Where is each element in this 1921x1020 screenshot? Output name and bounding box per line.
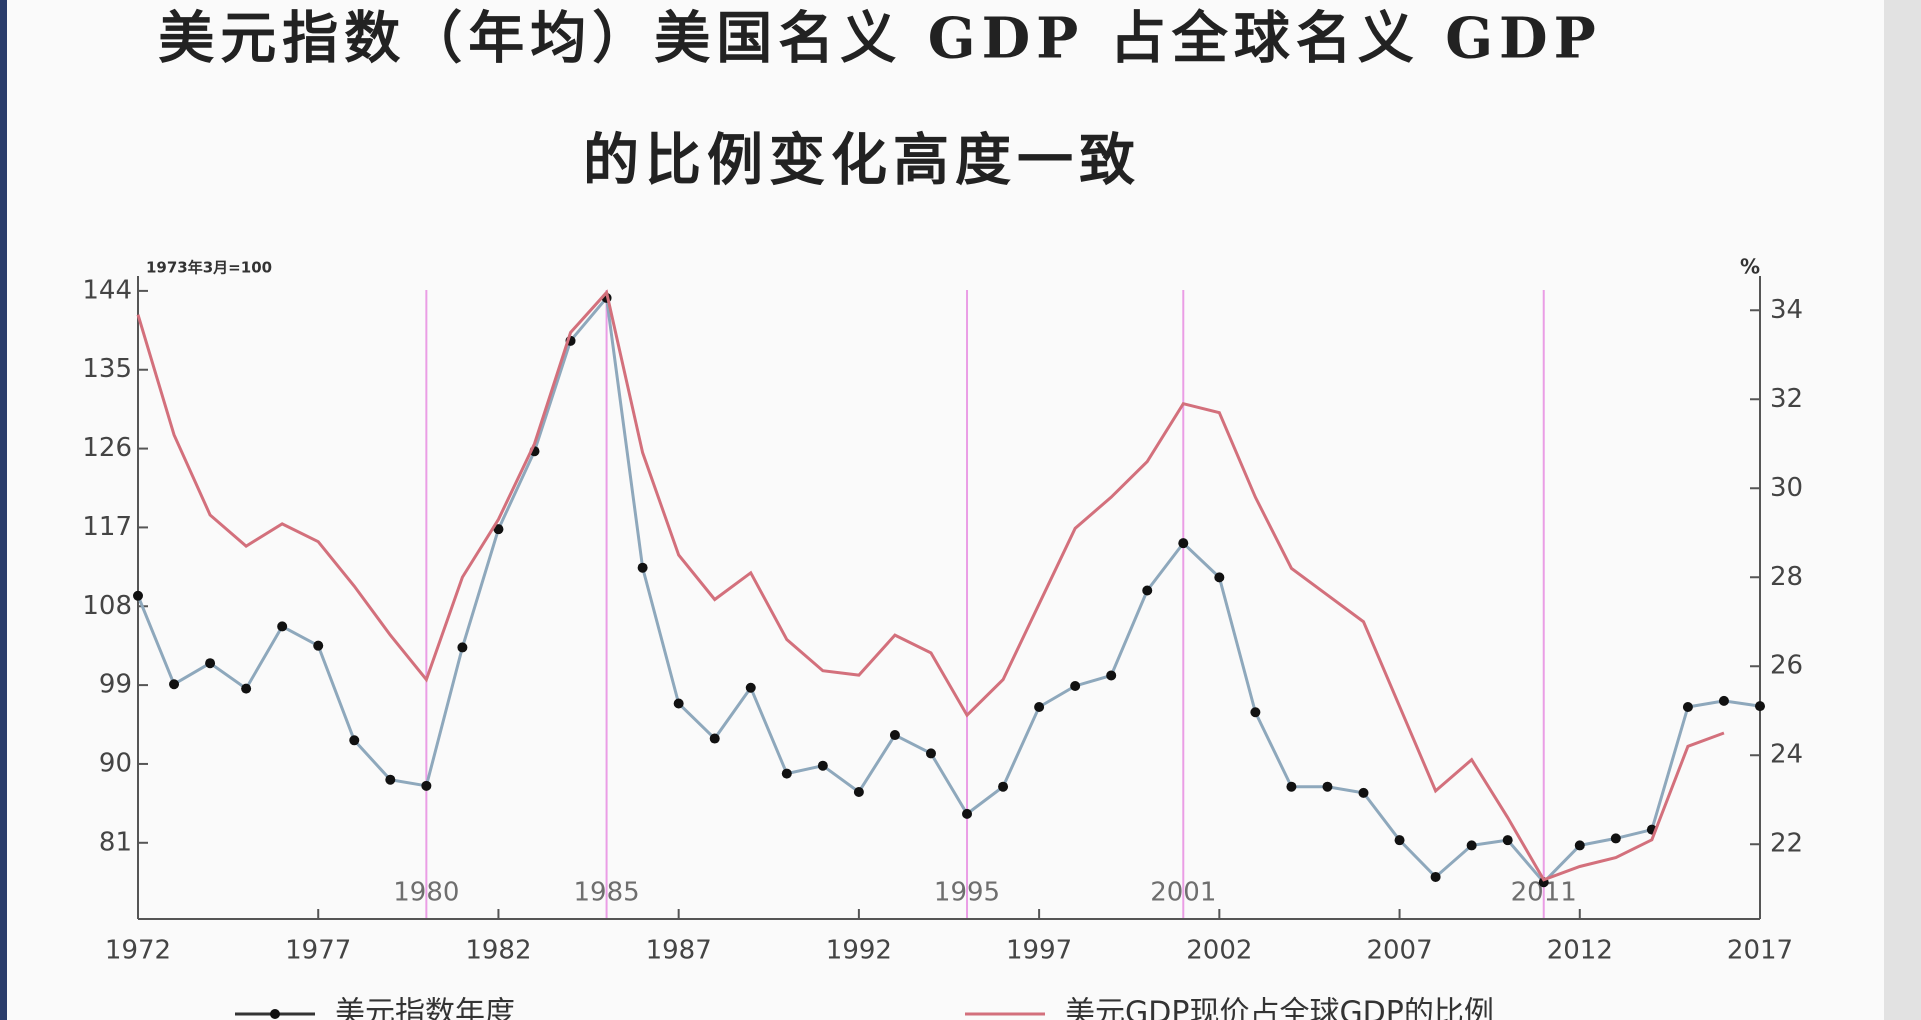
- point: [1286, 781, 1297, 792]
- point: [313, 640, 324, 651]
- point: [1106, 670, 1117, 681]
- legend-marker: [270, 1009, 280, 1019]
- y-tick-label: 99: [99, 670, 132, 700]
- point: [241, 683, 252, 694]
- slide-border: [1884, 0, 1921, 1020]
- point: [817, 760, 828, 771]
- y-tick-label: 81: [99, 827, 132, 857]
- point: [1430, 871, 1441, 882]
- y-tick-label: 90: [99, 748, 132, 778]
- point: [998, 781, 1009, 792]
- point: [1502, 835, 1513, 846]
- event-label: 1995: [934, 878, 1000, 908]
- y-tick-label: 144: [82, 275, 132, 305]
- slide-edge: [0, 0, 7, 1020]
- event-label: 1985: [573, 878, 639, 908]
- event-label: 2001: [1150, 878, 1216, 908]
- x-tick-label: 2017: [1727, 936, 1793, 966]
- y2-axis-label: %: [1740, 255, 1760, 279]
- point: [673, 698, 684, 709]
- point: [1755, 701, 1765, 712]
- x-tick-label: 1977: [285, 936, 351, 966]
- point: [962, 808, 973, 819]
- point: [385, 774, 396, 785]
- point: [1178, 538, 1189, 549]
- point: [1466, 840, 1477, 851]
- x-tick-label: 1987: [646, 936, 712, 966]
- legend-label: 美元指数年度: [335, 996, 515, 1020]
- point: [457, 642, 468, 653]
- point: [1718, 695, 1729, 706]
- point: [205, 658, 216, 669]
- x-tick-label: 1997: [1006, 936, 1072, 966]
- x-tick-label: 1982: [465, 936, 531, 966]
- legend-label: 美元GDP现价占全球GDP的比例: [1065, 996, 1494, 1020]
- point: [349, 735, 360, 746]
- y-tick-label: 135: [82, 354, 132, 384]
- y-tick-label: 108: [82, 591, 132, 621]
- point: [1682, 702, 1693, 713]
- point: [709, 733, 720, 744]
- y2-tick-label: 26: [1770, 651, 1803, 681]
- y-tick-label: 126: [82, 433, 132, 463]
- point: [133, 590, 143, 601]
- point: [1142, 585, 1153, 596]
- y2-tick-label: 30: [1770, 473, 1803, 503]
- x-tick-label: 1972: [105, 936, 171, 966]
- y2-tick-label: 32: [1770, 384, 1803, 414]
- point: [637, 562, 648, 573]
- point: [1394, 835, 1405, 846]
- y2-tick-label: 24: [1770, 740, 1803, 770]
- point: [1214, 572, 1225, 583]
- point: [745, 682, 756, 693]
- point: [421, 780, 432, 791]
- y2-tick-label: 22: [1770, 829, 1803, 859]
- chart-title: 美元指数（年均）美国名义 GDP 占全球名义 GDP: [158, 6, 1601, 72]
- y2-tick-label: 34: [1770, 295, 1803, 325]
- point: [1574, 840, 1585, 851]
- point: [1034, 702, 1045, 713]
- point: [277, 621, 288, 632]
- series-line: [136, 294, 1761, 885]
- x-tick-label: 2007: [1366, 936, 1432, 966]
- point: [1250, 707, 1261, 718]
- event-label: 1980: [393, 878, 459, 908]
- point: [781, 768, 792, 779]
- x-tick-label: 1992: [826, 936, 892, 966]
- point: [1070, 680, 1081, 691]
- point: [1610, 833, 1621, 844]
- point: [853, 786, 864, 797]
- chart-title: 的比例变化高度一致: [583, 128, 1141, 194]
- point: [1358, 787, 1369, 798]
- y-tick-label: 117: [82, 512, 132, 542]
- point: [925, 748, 936, 759]
- y-axis-label: 1973年3月=100: [146, 259, 272, 277]
- point: [169, 679, 180, 690]
- y2-tick-label: 28: [1770, 562, 1803, 592]
- x-tick-label: 2012: [1547, 936, 1613, 966]
- point: [889, 730, 900, 741]
- point: [1322, 781, 1333, 792]
- point: [493, 524, 504, 535]
- x-tick-label: 2002: [1186, 936, 1252, 966]
- series-line: [136, 289, 1725, 882]
